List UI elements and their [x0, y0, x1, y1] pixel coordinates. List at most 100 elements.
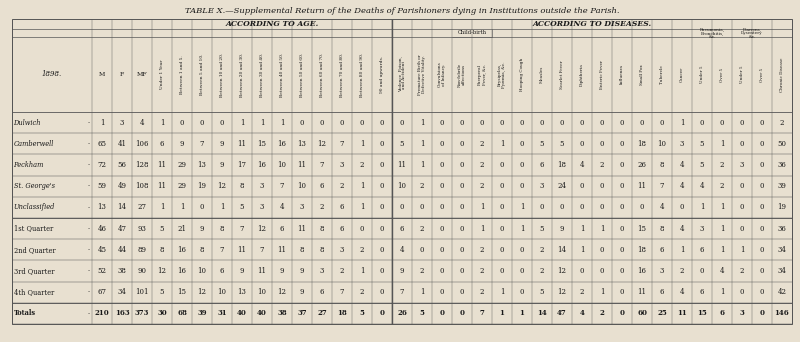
Text: Between 60 and 70.: Between 60 and 70.	[320, 52, 324, 97]
Text: 38: 38	[118, 267, 126, 275]
Text: 21: 21	[178, 225, 186, 233]
Text: 9: 9	[200, 225, 204, 233]
Text: 7: 7	[220, 246, 224, 254]
Text: 0: 0	[500, 267, 504, 275]
Text: 27: 27	[317, 310, 327, 317]
Text: 10: 10	[278, 161, 286, 169]
Text: 1: 1	[680, 119, 684, 127]
Text: 0: 0	[700, 119, 704, 127]
Text: 68: 68	[177, 310, 187, 317]
Text: 0: 0	[300, 119, 304, 127]
Text: Between 40 and 50.: Between 40 and 50.	[280, 52, 284, 97]
Text: 1: 1	[180, 203, 184, 211]
Text: 2: 2	[780, 119, 784, 127]
Text: 0: 0	[380, 225, 384, 233]
Text: 6: 6	[220, 267, 224, 275]
Text: Convulsions
of Infancy.: Convulsions of Infancy.	[438, 62, 446, 87]
Text: Over 5: Over 5	[760, 67, 764, 81]
Text: 0: 0	[760, 203, 764, 211]
Text: 38: 38	[277, 310, 287, 317]
Text: 11: 11	[398, 161, 406, 169]
Text: 0: 0	[620, 288, 624, 296]
Text: 2: 2	[480, 140, 484, 148]
Text: 0: 0	[760, 140, 764, 148]
Text: 72: 72	[98, 161, 106, 169]
Text: 0: 0	[620, 140, 624, 148]
Text: -: -	[88, 162, 90, 168]
Text: 6: 6	[660, 246, 664, 254]
Text: 3: 3	[300, 203, 304, 211]
Text: 0: 0	[520, 182, 524, 190]
Text: 5: 5	[160, 288, 164, 296]
Text: 5: 5	[419, 310, 425, 317]
Text: M: M	[99, 72, 105, 77]
Text: 5: 5	[359, 310, 365, 317]
Text: 0: 0	[580, 267, 584, 275]
Text: 0: 0	[500, 119, 504, 127]
Text: 6: 6	[400, 225, 404, 233]
Text: 34: 34	[778, 246, 786, 254]
Text: Between 1 and 5.: Between 1 and 5.	[180, 55, 184, 94]
Text: 2: 2	[680, 267, 684, 275]
Text: 0: 0	[540, 203, 544, 211]
Text: 18: 18	[638, 140, 646, 148]
Text: 18: 18	[558, 161, 566, 169]
Text: 10: 10	[398, 182, 406, 190]
Text: Small Pox: Small Pox	[640, 64, 644, 85]
Text: 13: 13	[238, 288, 246, 296]
Text: 56: 56	[118, 161, 126, 169]
Text: 2: 2	[320, 203, 324, 211]
Text: Puerperal
Fever, &c.: Puerperal Fever, &c.	[478, 64, 486, 85]
Text: 46: 46	[98, 225, 106, 233]
Text: 0: 0	[460, 203, 464, 211]
Text: 0: 0	[720, 119, 724, 127]
Text: 15: 15	[178, 288, 186, 296]
Text: 2: 2	[360, 161, 364, 169]
Text: 0: 0	[660, 119, 664, 127]
Text: 1: 1	[720, 203, 724, 211]
Text: 9: 9	[240, 267, 244, 275]
Text: 0: 0	[460, 182, 464, 190]
Text: 8: 8	[220, 225, 224, 233]
Text: 0: 0	[560, 119, 564, 127]
Text: 0: 0	[740, 119, 744, 127]
Text: 19: 19	[778, 203, 786, 211]
Text: 6: 6	[700, 246, 704, 254]
Text: 2: 2	[420, 225, 424, 233]
Text: Totals: Totals	[14, 310, 36, 317]
Text: 2: 2	[740, 267, 744, 275]
Text: 12: 12	[558, 267, 566, 275]
Text: 34: 34	[778, 267, 786, 275]
Text: 0: 0	[460, 161, 464, 169]
Text: 11: 11	[278, 246, 286, 254]
Text: 2: 2	[599, 310, 605, 317]
Text: 39: 39	[778, 182, 786, 190]
Text: Between 5 and 10.: Between 5 and 10.	[200, 54, 204, 95]
Text: 12: 12	[558, 288, 566, 296]
Text: 1: 1	[520, 225, 524, 233]
Text: 34: 34	[118, 288, 126, 296]
Text: 6: 6	[660, 288, 664, 296]
Text: 0: 0	[440, 140, 444, 148]
Text: 31: 31	[217, 310, 227, 317]
Text: 11: 11	[158, 161, 166, 169]
Text: 40: 40	[257, 310, 267, 317]
Text: 15: 15	[697, 310, 707, 317]
Text: 2: 2	[420, 182, 424, 190]
Text: 11: 11	[638, 182, 646, 190]
Text: 36: 36	[778, 161, 786, 169]
Text: 6: 6	[700, 288, 704, 296]
Text: Cancer: Cancer	[680, 67, 684, 82]
Text: 0: 0	[760, 161, 764, 169]
Text: MF: MF	[137, 72, 147, 77]
Text: 5: 5	[160, 225, 164, 233]
Text: 3: 3	[260, 182, 264, 190]
Text: 4: 4	[580, 161, 584, 169]
Text: 40: 40	[237, 310, 247, 317]
Text: 0: 0	[440, 225, 444, 233]
Text: 0: 0	[400, 119, 404, 127]
Text: 10: 10	[198, 267, 206, 275]
Text: F: F	[120, 72, 124, 77]
Text: 26: 26	[397, 310, 407, 317]
Text: 11: 11	[638, 288, 646, 296]
